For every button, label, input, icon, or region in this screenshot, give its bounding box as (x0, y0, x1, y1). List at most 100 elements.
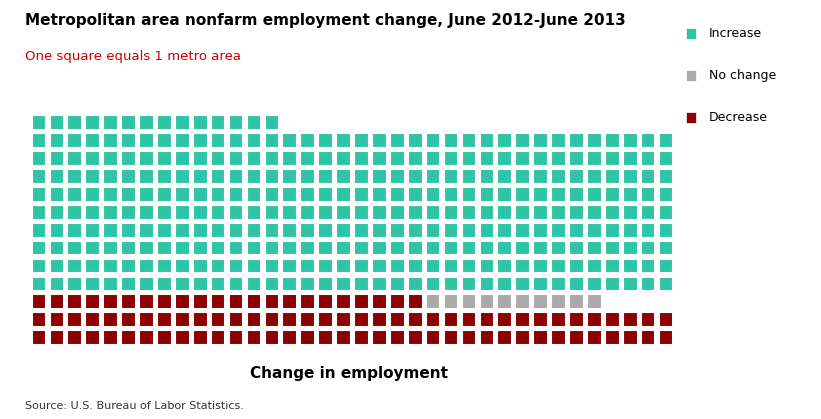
FancyBboxPatch shape (534, 241, 548, 256)
FancyBboxPatch shape (264, 115, 279, 130)
FancyBboxPatch shape (461, 259, 476, 273)
FancyBboxPatch shape (67, 115, 82, 130)
FancyBboxPatch shape (641, 187, 655, 202)
FancyBboxPatch shape (569, 259, 584, 273)
Text: Change in employment: Change in employment (250, 366, 448, 381)
FancyBboxPatch shape (605, 313, 620, 327)
FancyBboxPatch shape (49, 313, 64, 327)
FancyBboxPatch shape (443, 205, 458, 220)
FancyBboxPatch shape (229, 187, 243, 202)
FancyBboxPatch shape (337, 295, 351, 309)
FancyBboxPatch shape (551, 133, 566, 148)
FancyBboxPatch shape (67, 169, 82, 184)
FancyBboxPatch shape (300, 151, 315, 166)
FancyBboxPatch shape (408, 241, 423, 256)
FancyBboxPatch shape (103, 330, 118, 345)
FancyBboxPatch shape (498, 133, 512, 148)
FancyBboxPatch shape (658, 259, 673, 273)
FancyBboxPatch shape (498, 277, 512, 291)
FancyBboxPatch shape (658, 330, 673, 345)
FancyBboxPatch shape (658, 169, 673, 184)
FancyBboxPatch shape (623, 330, 638, 345)
FancyBboxPatch shape (175, 223, 190, 238)
FancyBboxPatch shape (461, 205, 476, 220)
FancyBboxPatch shape (193, 313, 208, 327)
FancyBboxPatch shape (32, 151, 46, 166)
FancyBboxPatch shape (211, 151, 226, 166)
FancyBboxPatch shape (193, 295, 208, 309)
FancyBboxPatch shape (372, 133, 387, 148)
FancyBboxPatch shape (122, 133, 136, 148)
FancyBboxPatch shape (157, 151, 172, 166)
FancyBboxPatch shape (354, 295, 369, 309)
FancyBboxPatch shape (498, 151, 512, 166)
FancyBboxPatch shape (443, 277, 458, 291)
FancyBboxPatch shape (641, 330, 655, 345)
FancyBboxPatch shape (479, 169, 494, 184)
FancyBboxPatch shape (426, 187, 441, 202)
FancyBboxPatch shape (67, 133, 82, 148)
FancyBboxPatch shape (390, 223, 405, 238)
FancyBboxPatch shape (587, 295, 602, 309)
FancyBboxPatch shape (85, 241, 100, 256)
FancyBboxPatch shape (479, 313, 494, 327)
FancyBboxPatch shape (354, 223, 369, 238)
Text: One square equals 1 metro area: One square equals 1 metro area (25, 50, 241, 63)
FancyBboxPatch shape (246, 259, 261, 273)
FancyBboxPatch shape (85, 313, 100, 327)
FancyBboxPatch shape (498, 223, 512, 238)
FancyBboxPatch shape (122, 241, 136, 256)
FancyBboxPatch shape (175, 295, 190, 309)
FancyBboxPatch shape (641, 241, 655, 256)
FancyBboxPatch shape (372, 295, 387, 309)
FancyBboxPatch shape (372, 313, 387, 327)
FancyBboxPatch shape (211, 259, 226, 273)
FancyBboxPatch shape (67, 330, 82, 345)
FancyBboxPatch shape (354, 277, 369, 291)
FancyBboxPatch shape (390, 313, 405, 327)
FancyBboxPatch shape (67, 187, 82, 202)
FancyBboxPatch shape (246, 313, 261, 327)
FancyBboxPatch shape (157, 133, 172, 148)
FancyBboxPatch shape (337, 223, 351, 238)
FancyBboxPatch shape (516, 223, 530, 238)
FancyBboxPatch shape (103, 151, 118, 166)
FancyBboxPatch shape (426, 295, 441, 309)
FancyBboxPatch shape (372, 259, 387, 273)
FancyBboxPatch shape (390, 133, 405, 148)
FancyBboxPatch shape (390, 169, 405, 184)
FancyBboxPatch shape (139, 330, 154, 345)
FancyBboxPatch shape (282, 187, 297, 202)
FancyBboxPatch shape (175, 187, 190, 202)
FancyBboxPatch shape (193, 205, 208, 220)
FancyBboxPatch shape (443, 151, 458, 166)
FancyBboxPatch shape (534, 223, 548, 238)
FancyBboxPatch shape (319, 295, 333, 309)
FancyBboxPatch shape (175, 313, 190, 327)
FancyBboxPatch shape (641, 169, 655, 184)
FancyBboxPatch shape (569, 313, 584, 327)
FancyBboxPatch shape (605, 330, 620, 345)
FancyBboxPatch shape (516, 151, 530, 166)
FancyBboxPatch shape (122, 313, 136, 327)
FancyBboxPatch shape (587, 330, 602, 345)
FancyBboxPatch shape (175, 151, 190, 166)
FancyBboxPatch shape (587, 223, 602, 238)
Text: Metropolitan area nonfarm employment change, June 2012-June 2013: Metropolitan area nonfarm employment cha… (25, 13, 626, 28)
FancyBboxPatch shape (32, 187, 46, 202)
FancyBboxPatch shape (658, 205, 673, 220)
FancyBboxPatch shape (337, 205, 351, 220)
FancyBboxPatch shape (67, 223, 82, 238)
FancyBboxPatch shape (139, 115, 154, 130)
FancyBboxPatch shape (641, 151, 655, 166)
FancyBboxPatch shape (587, 259, 602, 273)
FancyBboxPatch shape (443, 259, 458, 273)
FancyBboxPatch shape (426, 313, 441, 327)
FancyBboxPatch shape (641, 277, 655, 291)
FancyBboxPatch shape (479, 223, 494, 238)
FancyBboxPatch shape (139, 169, 154, 184)
FancyBboxPatch shape (623, 133, 638, 148)
FancyBboxPatch shape (354, 259, 369, 273)
FancyBboxPatch shape (390, 277, 405, 291)
FancyBboxPatch shape (443, 133, 458, 148)
